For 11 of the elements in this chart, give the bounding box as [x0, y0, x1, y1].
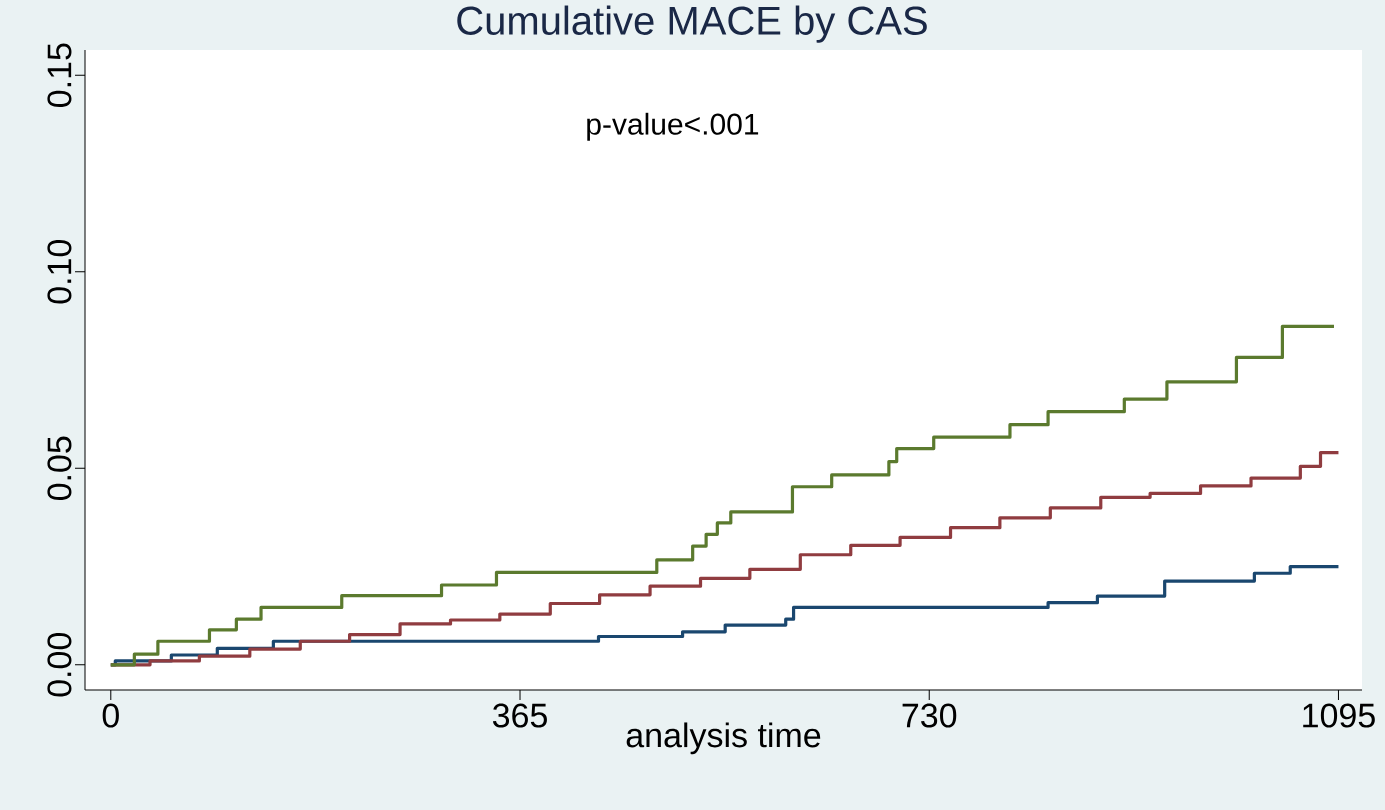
chart-title: Cumulative MACE by CAS: [457, 5, 927, 43]
x-tick-label: 1095: [1303, 703, 1375, 728]
annotation: p-value<.001: [587, 112, 759, 141]
x-tick-label: 730: [902, 703, 957, 728]
x-tick-label: 365: [492, 703, 547, 728]
y-tick-label: 0.00: [47, 633, 72, 697]
y-tick-label: 0.05: [47, 436, 72, 501]
y-tick-label: 0.10: [47, 239, 72, 304]
x-tick-label: 0: [102, 703, 119, 728]
x-axis-title: analysis time: [626, 722, 821, 755]
y-tick-label: 0.15: [47, 43, 72, 107]
